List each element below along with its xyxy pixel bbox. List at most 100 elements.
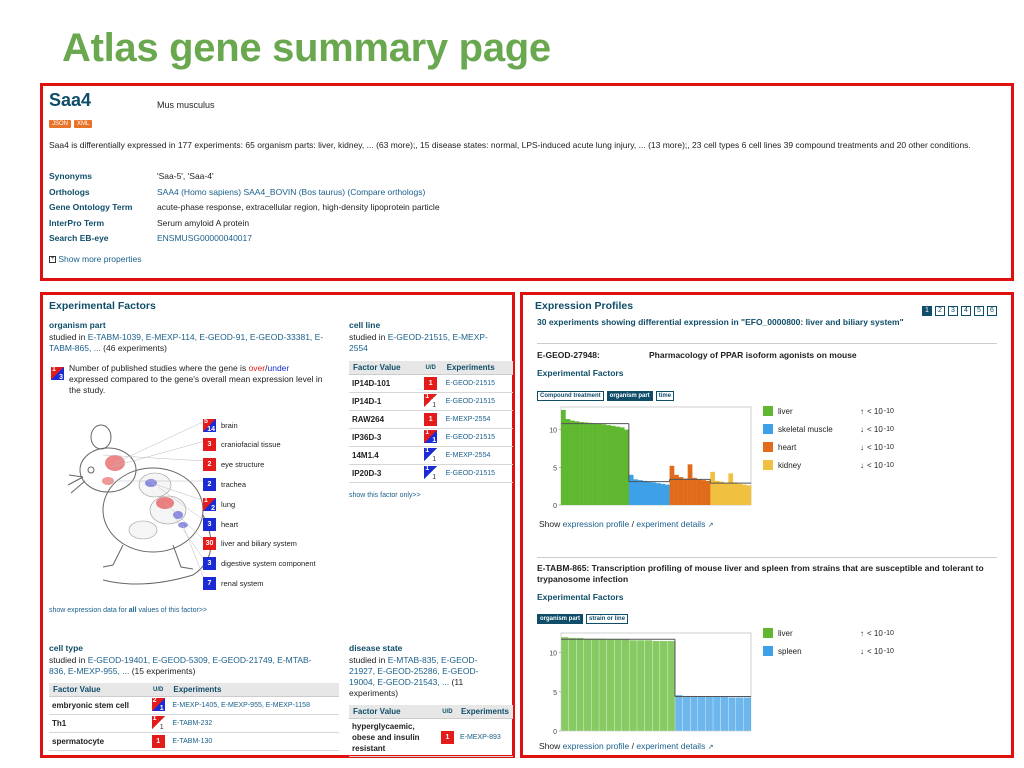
page-5[interactable]: 5 (974, 306, 984, 316)
series-skeletal-muscle (628, 474, 670, 505)
series-heart (669, 464, 711, 505)
divider (537, 343, 997, 344)
data-bar (583, 422, 589, 505)
page-6[interactable]: 6 (987, 306, 997, 316)
experiment-details-link[interactable]: experiment details (636, 741, 706, 751)
studied-prefix: studied in (349, 655, 388, 665)
down-count: 1 (159, 705, 164, 712)
factor-value: Th1 (49, 714, 147, 733)
exp2-factor-tags: organism part strain or line (537, 607, 631, 625)
data-bar (651, 640, 661, 732)
cell-line-table: Factor Value U/D Experiments IP14D-101 1 E… (349, 361, 513, 483)
disease-state-studied: studied in E-MTAB-835, E-GEOD-21927, E-G… (349, 655, 499, 699)
data-bar (579, 422, 584, 505)
show-factor-only-link[interactable]: show this factor only>> (349, 492, 421, 499)
cell-line-studied: studied in E-GEOD-21515, E-MEXP-2554 (349, 332, 499, 354)
page-3[interactable]: 3 (948, 306, 958, 316)
show-all-values-link[interactable]: show expression data for all values of t… (49, 607, 207, 614)
experiment-links[interactable]: E-TABM-232 (169, 714, 339, 733)
experiment-details-link[interactable]: experiment details (636, 519, 706, 529)
studied-links[interactable]: E-GEOD-19401, E-GEOD-5309, E-GEOD-21749,… (49, 655, 312, 676)
orthologs-links[interactable]: SAA4 (Homo sapiens) SAA4_BOVIN (Bos taur… (157, 186, 426, 197)
factor-tag-time[interactable]: time (655, 391, 675, 401)
organ-row[interactable]: 2 eye structure (203, 458, 264, 472)
data-bar (697, 696, 706, 732)
data-bar (606, 425, 611, 505)
exp2-accession[interactable]: E-TABM-865: (537, 563, 590, 573)
table-row: RAW264 1 E-MEXP-2554 (349, 410, 513, 429)
xml-link[interactable]: XML (74, 120, 93, 128)
data-bar (705, 696, 714, 732)
data-bar (683, 478, 688, 505)
experiment-links[interactable]: E-GEOD-21515 (442, 392, 513, 411)
series-liver (561, 410, 630, 505)
organ-label: digestive system component (221, 559, 316, 569)
organ-row[interactable]: 3 digestive system component (203, 557, 316, 571)
down-count: 1 (432, 474, 437, 481)
organ-label: heart (221, 519, 239, 529)
show-all-suffix: values of this factor>> (136, 607, 208, 614)
show-more-properties[interactable]: + Show more properties (49, 254, 142, 264)
col-ud: U/D (418, 361, 443, 375)
studied-links[interactable]: E-MTAB-835, E-GEOD-21927, E-GEOD-25286, … (349, 655, 479, 687)
factor-tag-strain[interactable]: strain or line (586, 614, 629, 624)
organ-row[interactable]: 3 heart (203, 517, 238, 531)
factor-tag-compound[interactable]: Compound treatment (537, 391, 604, 401)
data-bar (743, 697, 752, 732)
studied-links[interactable]: E-GEOD-21515, E-MEXP-2554 (349, 332, 488, 353)
exp1-accession[interactable]: E-GEOD-27948: (537, 350, 600, 360)
organ-row[interactable]: 3 craniofacial tissue (203, 438, 281, 452)
gene-symbol: Saa4 (49, 90, 92, 110)
exp1-factor-tags: Compound treatment organism part time (537, 384, 677, 402)
page-1[interactable]: 1 (922, 306, 932, 316)
y-tick-label: 5 (553, 465, 557, 472)
ef-title: Experimental Factors (49, 300, 156, 312)
data-bar (621, 639, 630, 732)
updown-badge: 1 (424, 413, 438, 426)
down-count: 1 (432, 402, 437, 409)
experiment-links[interactable]: E-MEXP-1405, E-MEXP-955, E-MEXP-1158 (169, 696, 339, 715)
organ-row[interactable]: 1 2 lung (203, 497, 235, 512)
organ-row[interactable]: 2 trachea (203, 477, 246, 491)
data-bar (576, 637, 585, 732)
data-bar (624, 429, 630, 505)
data-bar (606, 639, 615, 732)
down-count: 1 (432, 437, 437, 444)
experiment-links[interactable]: E-MEXP-2554 (442, 446, 513, 465)
factor-tag-organism-part[interactable]: organism part (606, 391, 653, 401)
factor-value: embryonic stem cell (49, 696, 147, 715)
expression-profile-link[interactable]: expression profile (562, 519, 630, 529)
studied-suffix: (15 experiments) (129, 666, 196, 676)
eb-eye-link[interactable]: ENSMUSG00000040017 (157, 233, 252, 243)
cell-type-table: Factor Value U/D Experiments embryonic s… (49, 683, 339, 751)
col-experiments: Experiments (169, 683, 339, 697)
expression-profile-link[interactable]: expression profile (562, 741, 630, 751)
expand-icon: + (49, 256, 56, 264)
json-link[interactable]: JSON (49, 120, 72, 128)
experiment-links[interactable]: E-MEXP-2554 (442, 410, 513, 429)
gene-summary-text: Saa4 is differentially expressed in 177 … (49, 140, 971, 150)
studied-links[interactable]: E-TABM-1039, E-MEXP-114, E-GEOD-91, E-GE… (49, 332, 324, 353)
organ-row[interactable]: 5 14 brain (203, 418, 238, 433)
data-bar (660, 483, 666, 505)
data-bar (735, 697, 744, 732)
page-4[interactable]: 4 (961, 306, 971, 316)
studied-suffix: (46 experiments) (100, 343, 167, 353)
organ-row[interactable]: 30 liver and biliary system (203, 537, 297, 551)
up-count: 1 (425, 393, 430, 400)
page-2[interactable]: 2 (935, 306, 945, 316)
data-bar (678, 477, 684, 505)
experiment-links[interactable]: E-GEOD-21515 (442, 374, 513, 393)
organ-label: brain (221, 420, 238, 430)
experiment-links[interactable]: E-GEOD-21515 (442, 428, 513, 447)
legend-swatch (763, 460, 773, 470)
experiment-links[interactable]: E-MEXP-893 (456, 718, 513, 757)
data-bar (741, 484, 747, 505)
organ-row[interactable]: 7 renal system (203, 576, 264, 590)
experiment-links[interactable]: E-TABM-130 (169, 732, 339, 751)
experiment-links[interactable]: E-GEOD-21515 (442, 464, 513, 483)
factor-tag-organism-part[interactable]: organism part (537, 614, 584, 624)
